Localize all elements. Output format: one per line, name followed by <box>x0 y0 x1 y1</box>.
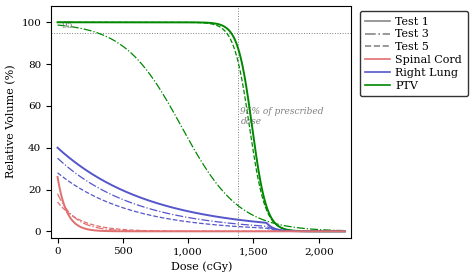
Text: 95: 95 <box>62 21 73 29</box>
Legend: Test 1, Test 3, Test 5, Spinal Cord, Right Lung, PTV: Test 1, Test 3, Test 5, Spinal Cord, Rig… <box>360 11 468 96</box>
X-axis label: Dose (cGy): Dose (cGy) <box>171 262 232 272</box>
Text: 95% of prescribed
dose: 95% of prescribed dose <box>240 107 324 126</box>
Y-axis label: Relative Volume (%): Relative Volume (%) <box>6 65 16 178</box>
